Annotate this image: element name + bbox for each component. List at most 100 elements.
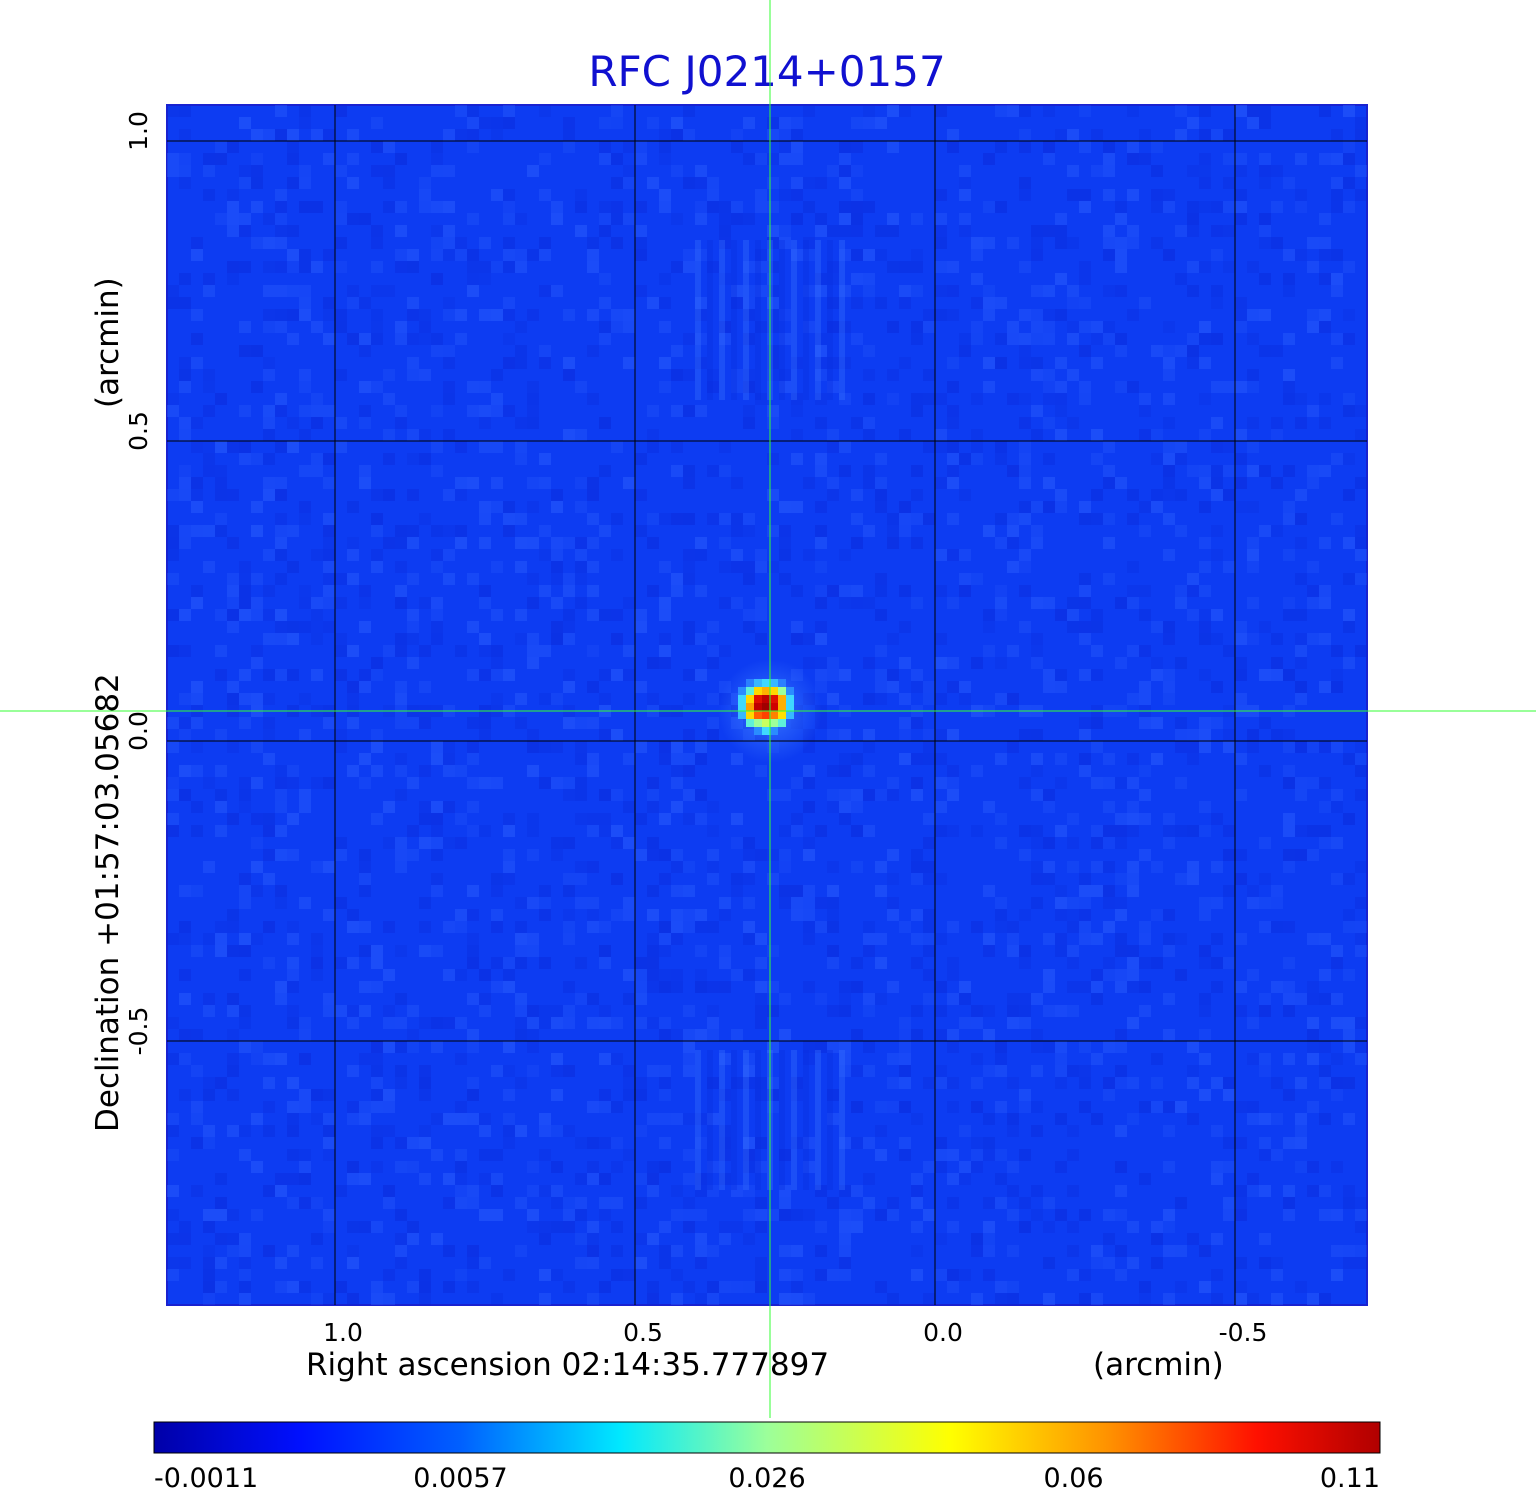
- noise-cell: [851, 1065, 863, 1077]
- noise-cell: [599, 729, 611, 741]
- noise-cell: [863, 1197, 875, 1209]
- noise-cell: [1091, 453, 1103, 465]
- noise-cell: [827, 801, 839, 813]
- noise-cell: [923, 861, 935, 873]
- noise-cell: [671, 1029, 683, 1041]
- noise-cell: [887, 1293, 899, 1305]
- noise-cell: [359, 381, 371, 393]
- noise-cell: [947, 1149, 959, 1161]
- noise-cell: [1019, 477, 1031, 489]
- noise-cell: [431, 1041, 443, 1053]
- noise-cell: [1079, 1077, 1091, 1089]
- noise-cell: [1211, 297, 1223, 309]
- noise-cell: [167, 717, 179, 729]
- noise-cell: [887, 981, 899, 993]
- noise-cell: [251, 453, 263, 465]
- noise-cell: [539, 741, 551, 753]
- noise-cell: [671, 345, 683, 357]
- noise-cell: [191, 237, 203, 249]
- noise-cell: [1007, 333, 1019, 345]
- noise-cell: [1211, 549, 1223, 561]
- noise-cell: [287, 765, 299, 777]
- noise-cell: [1259, 309, 1271, 321]
- noise-cell: [1235, 381, 1247, 393]
- noise-cell: [1031, 633, 1043, 645]
- noise-cell: [995, 537, 1007, 549]
- noise-cell: [1019, 261, 1031, 273]
- noise-cell: [695, 333, 707, 345]
- noise-cell: [575, 549, 587, 561]
- noise-cell: [179, 933, 191, 945]
- noise-cell: [503, 957, 515, 969]
- noise-cell: [239, 801, 251, 813]
- noise-cell: [1163, 369, 1175, 381]
- noise-cell: [419, 1077, 431, 1089]
- noise-cell: [239, 1257, 251, 1269]
- noise-cell: [875, 681, 887, 693]
- noise-cell: [1127, 693, 1139, 705]
- noise-cell: [359, 297, 371, 309]
- noise-cell: [743, 261, 755, 273]
- noise-cell: [1175, 345, 1187, 357]
- noise-cell: [791, 885, 803, 897]
- noise-cell: [851, 417, 863, 429]
- colorbar-tick-label: 0.11: [1320, 1463, 1380, 1494]
- noise-cell: [515, 453, 527, 465]
- noise-cell: [227, 993, 239, 1005]
- noise-cell: [275, 489, 287, 501]
- noise-cell: [335, 573, 347, 585]
- noise-cell: [827, 429, 839, 441]
- noise-cell: [371, 561, 383, 573]
- noise-cell: [1079, 1041, 1091, 1053]
- noise-cell: [1199, 393, 1211, 405]
- noise-cell: [791, 405, 803, 417]
- noise-cell: [1031, 753, 1043, 765]
- noise-cell: [755, 993, 767, 1005]
- noise-cell: [203, 405, 215, 417]
- sidelobe-stripe: [743, 1050, 749, 1190]
- noise-cell: [179, 993, 191, 1005]
- noise-cell: [1187, 201, 1199, 213]
- noise-cell: [1211, 1161, 1223, 1173]
- noise-cell: [1295, 1113, 1307, 1125]
- noise-cell: [803, 921, 815, 933]
- noise-cell: [1103, 1041, 1115, 1053]
- noise-cell: [1115, 777, 1127, 789]
- noise-cell: [1283, 609, 1295, 621]
- noise-cell: [1103, 1089, 1115, 1101]
- noise-cell: [299, 465, 311, 477]
- noise-cell: [299, 1053, 311, 1065]
- noise-cell: [395, 537, 407, 549]
- noise-cell: [1007, 993, 1019, 1005]
- noise-cell: [839, 789, 851, 801]
- noise-cell: [923, 873, 935, 885]
- noise-cell: [455, 1161, 467, 1173]
- noise-cell: [335, 957, 347, 969]
- noise-cell: [467, 1113, 479, 1125]
- noise-cell: [1079, 189, 1091, 201]
- noise-cell: [599, 1089, 611, 1101]
- noise-cell: [455, 249, 467, 261]
- noise-cell: [431, 525, 443, 537]
- noise-cell: [1235, 201, 1247, 213]
- sidelobe-stripe: [707, 240, 713, 400]
- noise-cell: [1151, 501, 1163, 513]
- noise-cell: [635, 681, 647, 693]
- noise-cell: [611, 837, 623, 849]
- noise-cell: [419, 921, 431, 933]
- noise-cell: [287, 417, 299, 429]
- noise-cell: [875, 1125, 887, 1137]
- noise-cell: [479, 1209, 491, 1221]
- noise-cell: [275, 477, 287, 489]
- noise-cell: [719, 1125, 731, 1137]
- noise-cell: [623, 837, 635, 849]
- noise-cell: [1331, 801, 1343, 813]
- noise-cell: [611, 909, 623, 921]
- noise-cell: [647, 1065, 659, 1077]
- noise-cell: [887, 141, 899, 153]
- noise-cell: [1259, 273, 1271, 285]
- noise-cell: [959, 585, 971, 597]
- noise-cell: [1211, 465, 1223, 477]
- noise-cell: [563, 585, 575, 597]
- noise-cell: [887, 105, 899, 117]
